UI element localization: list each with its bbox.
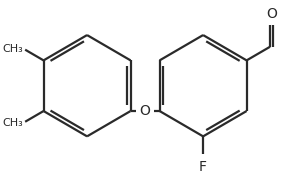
Text: F: F [199,159,207,174]
Text: O: O [140,104,150,118]
Text: CH₃: CH₃ [3,44,23,54]
Text: CH₃: CH₃ [3,118,23,128]
Text: O: O [266,7,277,21]
